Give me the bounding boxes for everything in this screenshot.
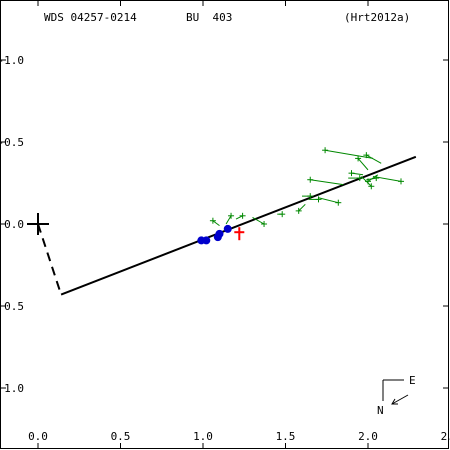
line-of-nodes bbox=[37, 223, 63, 295]
x-tick-label: 0.0 bbox=[28, 430, 48, 443]
residual-line bbox=[361, 176, 372, 187]
residual-line bbox=[318, 197, 339, 204]
x-tick-label: 1.5 bbox=[276, 430, 296, 443]
x-tick-label: 2.5 bbox=[441, 430, 450, 443]
compass: E N bbox=[377, 374, 416, 417]
residual-line bbox=[252, 217, 265, 225]
y-tick-label: 0.5 bbox=[4, 300, 24, 313]
compass-arrowhead bbox=[391, 398, 398, 405]
discoverer-code: BU 403 bbox=[186, 11, 232, 24]
y-tick-label: -0.5 bbox=[0, 136, 24, 149]
x-tick-labels: 0.0 0.5 1.0 1.5 2.0 2.5 bbox=[28, 430, 450, 443]
compass-east-label: E bbox=[409, 374, 416, 387]
residual-line bbox=[298, 203, 306, 212]
wds-designation: WDS 04257-0214 bbox=[44, 11, 137, 24]
residual-line bbox=[357, 158, 369, 171]
residual-line bbox=[372, 175, 402, 182]
orbit-reference: (Hrt2012a) bbox=[344, 11, 410, 24]
residual-line bbox=[212, 220, 220, 227]
x-tick-label: 0.5 bbox=[111, 430, 131, 443]
speckle-measure bbox=[223, 224, 232, 233]
y-tick-labels: -1.0 -0.5 0.0 0.5 1.0 bbox=[0, 54, 24, 395]
observation-marks bbox=[197, 147, 404, 245]
residual-line bbox=[235, 215, 243, 220]
orbit-line bbox=[60, 155, 417, 296]
y-tick-label: 1.0 bbox=[4, 382, 24, 395]
orbit-lines bbox=[37, 155, 417, 296]
residual-line bbox=[310, 179, 344, 186]
x-tick-label: 2.0 bbox=[358, 430, 378, 443]
primary-star-marker bbox=[27, 213, 49, 235]
compass-north-label: N bbox=[377, 404, 384, 417]
compass-motion-arrow bbox=[391, 394, 409, 405]
speckle-measure bbox=[202, 236, 211, 245]
residual-line bbox=[225, 215, 232, 225]
speckle-measure bbox=[215, 229, 224, 238]
residual-line bbox=[325, 149, 374, 159]
residual-line bbox=[366, 154, 382, 164]
x-tick-label: 1.0 bbox=[193, 430, 213, 443]
y-tick-label: -1.0 bbox=[0, 54, 24, 67]
y-tick-label: 0.0 bbox=[4, 218, 24, 231]
